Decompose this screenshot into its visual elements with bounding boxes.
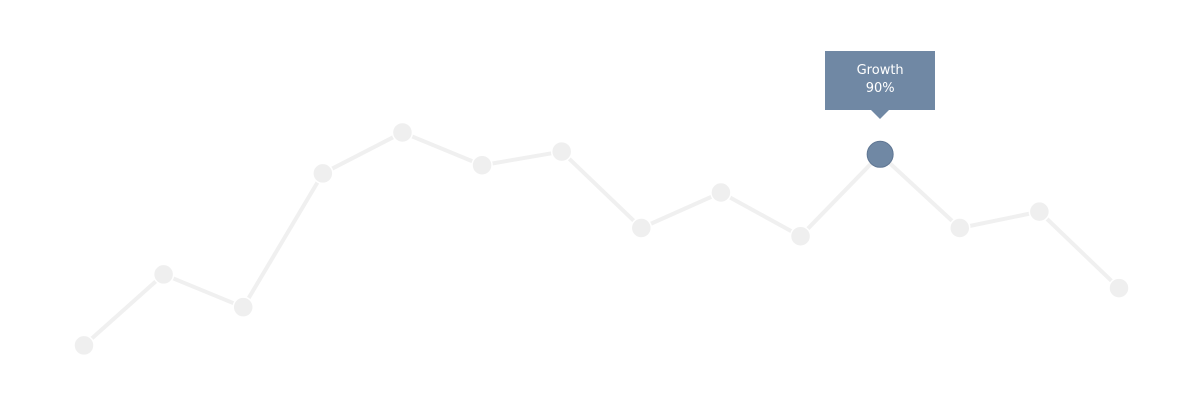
highlighted-data-point[interactable] — [866, 140, 894, 168]
data-point[interactable] — [471, 154, 493, 176]
data-point[interactable] — [152, 263, 175, 286]
data-point[interactable] — [550, 140, 573, 163]
series-line — [82, 130, 1121, 347]
tooltip: Growth 90% — [825, 51, 936, 120]
data-point[interactable] — [1028, 200, 1051, 223]
data-point[interactable] — [630, 217, 653, 239]
data-point[interactable] — [73, 334, 95, 357]
data-point[interactable] — [1108, 277, 1130, 299]
tooltip-label: Growth — [856, 63, 904, 79]
data-point[interactable] — [949, 217, 971, 239]
data-point[interactable] — [710, 181, 732, 204]
tooltip-value: 90% — [865, 81, 895, 97]
data-point[interactable] — [391, 121, 414, 144]
data-point[interactable] — [312, 162, 334, 185]
data-point[interactable] — [789, 225, 812, 247]
data-point[interactable] — [232, 296, 254, 318]
